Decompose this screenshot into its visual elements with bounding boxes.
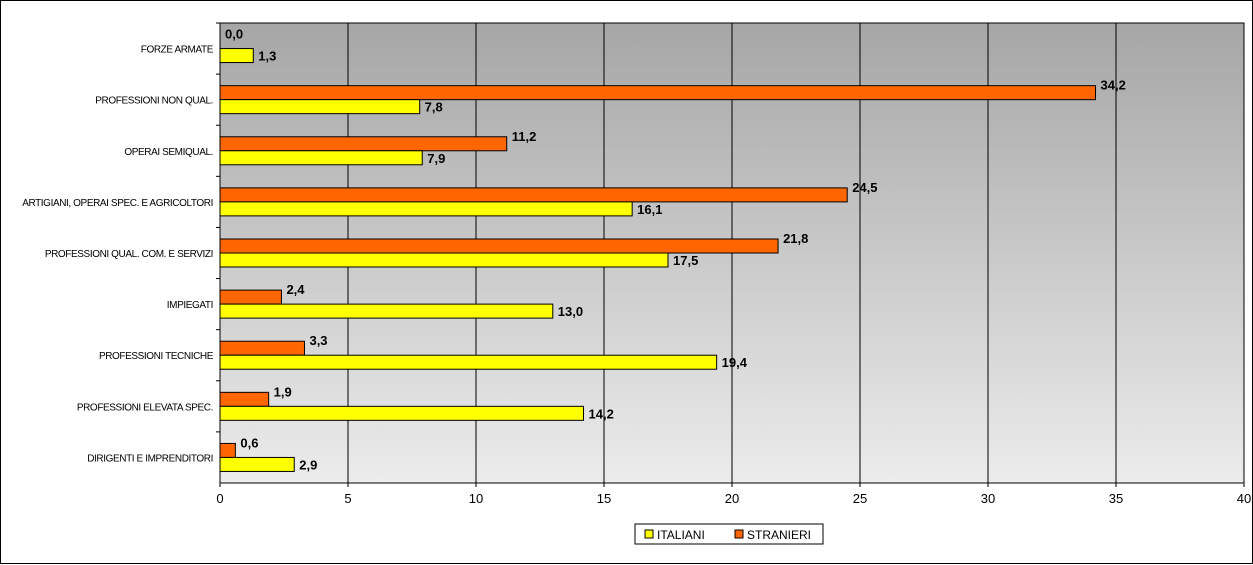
x-tick-label: 0 <box>216 491 223 506</box>
data-label-italiani: 14,2 <box>589 406 614 421</box>
data-label-stranieri: 3,3 <box>309 333 327 348</box>
category-label: ARTIGIANI, OPERAI SPEC. E AGRICOLTORI <box>22 198 213 209</box>
x-tick-label: 40 <box>1237 491 1251 506</box>
x-tick-label: 10 <box>469 491 483 506</box>
data-label-stranieri: 1,9 <box>274 384 292 399</box>
bar-italiani <box>219 48 254 64</box>
x-tick-label: 20 <box>725 491 739 506</box>
data-label-italiani: 17,5 <box>673 253 698 268</box>
data-label-stranieri: 2,4 <box>286 282 305 297</box>
bar-italiani <box>219 252 669 268</box>
category-label: OPERAI SEMIQUAL. <box>124 147 213 158</box>
x-tick-label: 15 <box>597 491 611 506</box>
bar-stranieri <box>219 187 848 203</box>
bar-italiani <box>219 303 554 319</box>
bar-italiani <box>219 405 585 421</box>
bar-italiani <box>219 99 421 115</box>
x-tick-label: 30 <box>981 491 995 506</box>
legend-entry-label: STRANIERI <box>747 528 811 542</box>
x-tick-label: 35 <box>1109 491 1123 506</box>
category-label: PROFESSIONI NON QUAL. <box>95 96 213 107</box>
legend-entry-label: ITALIANI <box>657 528 705 542</box>
legend-box <box>634 523 824 545</box>
data-label-italiani: 13,0 <box>558 304 583 319</box>
data-label-stranieri: 34,2 <box>1101 78 1126 93</box>
category-label: PROFESSIONI ELEVATA SPEC. <box>77 402 213 413</box>
data-label-italiani: 7,8 <box>425 100 443 115</box>
bar-italiani <box>219 354 718 370</box>
bar-italiani <box>219 150 423 166</box>
data-label-stranieri: 0,6 <box>240 435 258 450</box>
bar-stranieri <box>219 289 282 305</box>
data-label-italiani: 2,9 <box>299 457 317 472</box>
bar-italiani <box>219 456 295 472</box>
data-label-italiani: 1,3 <box>258 49 276 64</box>
category-label: DIRIGENTI E IMPRENDITORI <box>87 453 213 464</box>
data-label-italiani: 16,1 <box>637 202 662 217</box>
bar-stranieri <box>219 442 236 458</box>
x-tick-label: 25 <box>853 491 867 506</box>
x-axis-ticks: 0 5 10 15 20 25 30 35 40 <box>216 482 1251 506</box>
data-label-stranieri: 11,2 <box>512 129 537 144</box>
bar-stranieri <box>219 238 779 254</box>
bar-italiani <box>219 201 633 217</box>
category-label: PROFESSIONI TECNICHE <box>99 351 214 362</box>
bar-stranieri <box>219 391 270 407</box>
category-label: PROFESSIONI QUAL. COM. E SERVIZI <box>45 249 213 260</box>
bars <box>219 48 1097 472</box>
bar-stranieri <box>219 136 508 152</box>
data-label-stranieri: 24,5 <box>852 180 877 195</box>
bar-stranieri <box>219 340 305 356</box>
category-labels: FORZE ARMATE PROFESSIONI NON QUAL. OPERAI … <box>22 22 221 483</box>
category-label: IMPIEGATI <box>167 300 213 311</box>
legend-swatch <box>644 529 654 539</box>
legend-swatch <box>734 529 744 539</box>
data-label-stranieri: 21,8 <box>783 231 808 246</box>
data-label-italiani: 7,9 <box>427 151 445 166</box>
data-label-italiani: 19,4 <box>722 355 748 370</box>
data-label-stranieri: 0,0 <box>225 27 243 42</box>
category-label: FORZE ARMATE <box>141 45 214 56</box>
bar-stranieri <box>219 85 1097 101</box>
x-tick-label: 5 <box>344 491 351 506</box>
data-labels: 0,0 1,3 34,2 7,8 11,2 7,9 24,5 16,1 21,8 17,5 2,4 1… <box>225 27 1126 473</box>
legend: ITALIANI STRANIERI <box>634 523 824 545</box>
